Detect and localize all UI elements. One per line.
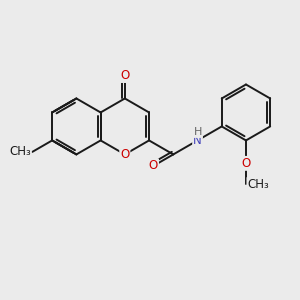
Text: N: N — [193, 134, 202, 147]
Text: CH₃: CH₃ — [248, 178, 269, 191]
Text: CH₃: CH₃ — [9, 146, 31, 158]
Text: H: H — [194, 128, 202, 137]
Text: O: O — [120, 148, 130, 161]
Text: O: O — [120, 69, 130, 82]
Text: O: O — [241, 157, 250, 170]
Text: O: O — [149, 159, 158, 172]
